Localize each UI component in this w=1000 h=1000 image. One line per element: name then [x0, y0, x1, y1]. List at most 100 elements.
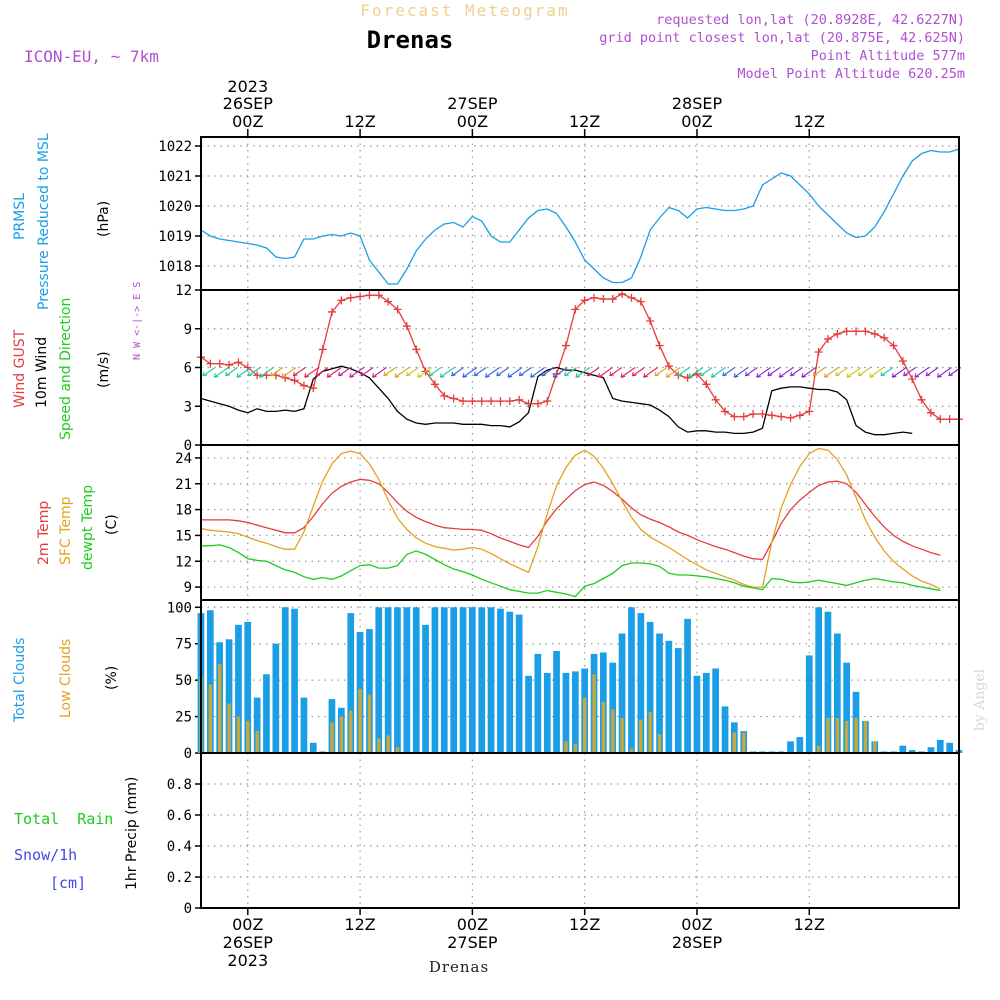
total-cloud-bar — [506, 611, 514, 753]
total-cloud-bar — [497, 608, 504, 753]
total-cloud-bar — [272, 643, 280, 753]
gust-marker — [758, 410, 767, 418]
total-cloud-bar — [834, 633, 841, 753]
top-xtick-hour: 00Z — [457, 112, 488, 131]
wind-barb — [620, 367, 636, 378]
low-cloud-bar — [255, 731, 259, 753]
total-cloud-bar — [207, 610, 214, 753]
total-cloud-bar — [375, 607, 383, 753]
top-xtick-date: 28SEP — [672, 94, 723, 113]
wind-barb — [665, 367, 681, 378]
total-cloud-bar — [281, 607, 289, 753]
total-cloud-bar — [525, 675, 532, 753]
wind-barb — [484, 367, 500, 378]
wind-dir-label: Speed and Direction — [58, 298, 74, 440]
gust-marker — [945, 415, 954, 424]
model-label: ICON-EU, ~ 7km — [24, 47, 159, 66]
wind-barb — [688, 367, 704, 378]
gust-marker — [309, 384, 318, 393]
total-cloud-bar — [618, 633, 626, 753]
low-cloud-bar — [854, 718, 858, 753]
gust-marker — [618, 289, 627, 298]
wind-barb — [541, 367, 555, 377]
wind-barb — [371, 367, 387, 378]
temperature-series-sfc-temp — [200, 447, 941, 590]
temp-sfc-label: SFC Temp — [58, 496, 74, 565]
wind-barb — [270, 367, 284, 377]
wind-barb — [643, 367, 659, 378]
wind-barb — [315, 367, 329, 377]
wind-barb — [835, 367, 849, 377]
temperature-ytick-label: 18 — [175, 503, 192, 519]
gust-marker — [655, 341, 664, 350]
gust-marker — [777, 412, 786, 421]
gust-marker — [702, 380, 711, 389]
temperature-series-dewpt-temp — [201, 544, 941, 598]
precip-rain-label: Total Rain — [14, 810, 113, 828]
total-cloud-bar — [908, 750, 916, 753]
gust-marker — [337, 296, 346, 305]
wind-series-wind-gust — [200, 293, 959, 420]
low-cloud-bar — [583, 697, 587, 753]
gust-marker — [515, 395, 524, 404]
wind-barb — [925, 367, 939, 377]
gust-marker — [412, 345, 421, 354]
gust-marker — [374, 291, 383, 300]
wind-barb — [914, 367, 930, 378]
wind-barb — [597, 367, 613, 378]
footer-station: Drenas — [429, 958, 489, 976]
low-cloud-bar — [218, 664, 222, 753]
wind-barb — [552, 367, 568, 378]
requested-coords: requested lon,lat (20.8928E, 42.6227N) — [656, 12, 965, 28]
total-cloud-bar — [815, 607, 822, 753]
gust-marker — [561, 341, 570, 350]
total-cloud-bar — [412, 607, 420, 753]
gust-marker — [299, 381, 308, 390]
temperature-ytick-label: 12 — [175, 554, 192, 570]
low-cloud-bar — [835, 718, 840, 753]
wind-barb — [677, 367, 690, 377]
gust-marker — [215, 359, 224, 368]
gust-marker — [580, 296, 589, 305]
pressure-ytick-label: 1021 — [158, 169, 192, 185]
gust-marker — [496, 397, 505, 406]
precip-ytick-label: 0 — [184, 901, 192, 917]
wind-barb — [631, 367, 645, 377]
low-cloud-bar — [573, 744, 577, 753]
low-cloud-bar — [863, 720, 868, 753]
gust-marker — [646, 317, 655, 325]
gust-marker — [393, 305, 402, 314]
temperature-ytick-label: 21 — [175, 477, 192, 493]
pressure-ytick-label: 1020 — [158, 199, 192, 215]
gust-marker — [402, 322, 411, 331]
gust-marker — [440, 391, 449, 400]
precip-panel-frame — [200, 752, 960, 909]
total-cloud-bar — [805, 655, 813, 753]
clouds-panel-bg — [201, 600, 959, 753]
temp-2m-label: 2m Temp — [36, 501, 52, 565]
wind-barb — [823, 367, 839, 378]
gust-marker — [346, 293, 355, 302]
gust-marker — [908, 375, 917, 384]
total-cloud-bar — [487, 607, 495, 753]
wind-ytick-label: 6 — [184, 361, 192, 377]
total-cloud-bar — [628, 607, 635, 753]
precip-ytick-label: 0.6 — [167, 808, 192, 824]
total-cloud-bar — [253, 697, 261, 753]
temperature-panel-bg — [201, 445, 959, 600]
pressure-label-1: PRMSL — [12, 193, 28, 240]
wind-barb — [360, 367, 374, 377]
wind-barb — [733, 367, 749, 378]
gust-marker — [870, 329, 879, 338]
plot-area: 1018101910201021102203691291215182124025… — [158, 77, 963, 970]
gust-marker — [290, 376, 299, 385]
total-cloud-bar — [478, 607, 486, 753]
wind-barb — [778, 367, 794, 378]
bottom-xtick-hour: 00Z — [457, 915, 488, 934]
low-cloud-bar — [227, 703, 231, 753]
clouds-ytick-label: 50 — [175, 673, 192, 689]
gust-marker — [805, 407, 814, 416]
top-xtick-hour: 12Z — [344, 112, 375, 131]
precip-unit: 1hr Precip (mm) — [124, 777, 140, 890]
